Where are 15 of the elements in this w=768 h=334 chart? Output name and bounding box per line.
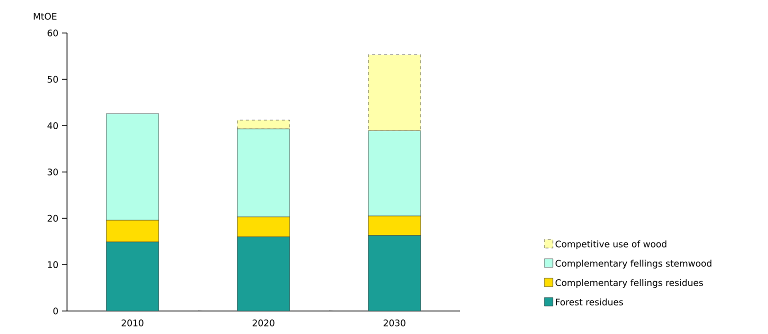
x-tick-label: 2030 [384, 320, 406, 326]
y-tick-label: 50 [48, 76, 58, 83]
x-tick-label: 2010 [122, 320, 144, 326]
legend-label: Complementary fellings stemwood [556, 260, 712, 268]
y-tick-label: 0 [53, 308, 58, 314]
y-tick-label: 10 [48, 261, 58, 268]
legend-label: Forest residues [556, 298, 624, 306]
y-tick-label: 40 [47, 122, 58, 130]
y-axis-title: MtOE [34, 12, 56, 20]
y-tick-label: 60 [48, 30, 58, 36]
x-tick-label: 2020 [252, 320, 274, 326]
y-tick-label: 30 [48, 168, 58, 176]
y-tick-label: 20 [48, 214, 58, 222]
legend-label: Complementary fellings residues [556, 279, 703, 288]
legend-label: Competitive use of wood [556, 240, 666, 250]
